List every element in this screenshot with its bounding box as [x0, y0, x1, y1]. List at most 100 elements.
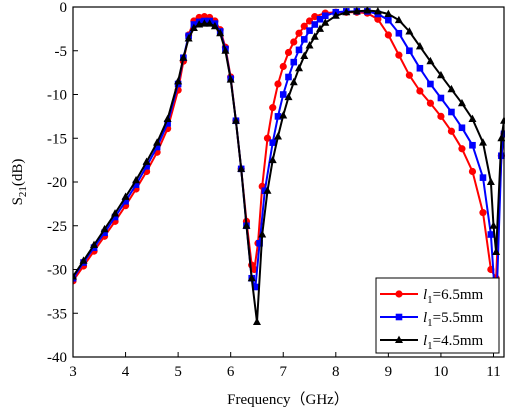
y-tick-label: -5	[55, 44, 68, 60]
data-point-square	[479, 174, 487, 181]
data-point-square	[395, 313, 403, 321]
data-point-circle	[437, 112, 445, 120]
data-point-triangle	[163, 114, 172, 122]
data-point-circle	[426, 99, 435, 107]
x-tick-label: 4	[122, 364, 130, 380]
data-point-triangle	[189, 23, 198, 31]
y-tick-label: -20	[47, 175, 67, 191]
data-point-triangle	[153, 138, 162, 146]
data-point-square	[256, 239, 263, 247]
legend-label-value: =6.5mm	[433, 287, 484, 303]
data-point-triangle	[394, 15, 403, 24]
data-point-triangle	[73, 272, 77, 280]
data-point-square	[132, 181, 140, 188]
data-point-circle	[269, 104, 277, 112]
data-point-triangle	[121, 192, 130, 200]
y-axis-title-unit: (dB)	[10, 159, 26, 187]
data-point-triangle	[268, 155, 277, 164]
data-point-square	[269, 139, 277, 146]
data-point-circle	[468, 167, 477, 176]
legend-label-sub: 1	[427, 340, 433, 352]
legend-item: l1=6.5mm	[380, 287, 484, 306]
data-point-circle	[479, 209, 487, 217]
data-point-square	[406, 47, 413, 55]
data-point-triangle	[373, 7, 382, 15]
series-line	[73, 9, 505, 323]
data-point-square	[316, 15, 324, 23]
x-tick-label: 9	[385, 364, 393, 380]
data-point-square	[122, 197, 129, 205]
data-point-square	[261, 187, 269, 195]
data-point-triangle	[90, 240, 99, 248]
x-tick-label: 10	[433, 364, 448, 380]
data-point-triangle	[331, 11, 340, 19]
data-point-circle	[263, 134, 272, 142]
legend-item: l1=4.5mm	[380, 333, 484, 352]
data-point-triangle	[226, 75, 235, 83]
data-point-circle	[274, 80, 282, 88]
data-point-square	[385, 16, 392, 24]
data-point-triangle	[210, 21, 219, 30]
data-point-square	[469, 141, 476, 149]
data-point-triangle	[284, 92, 293, 101]
data-point-circle	[374, 15, 382, 23]
data-point-square	[285, 73, 292, 81]
data-point-circle	[395, 290, 403, 298]
series-line	[73, 10, 505, 315]
data-point-triangle	[200, 19, 209, 27]
data-point-triangle	[492, 247, 501, 255]
axis-ticks: 3 4 5 6 7 8 9 10 110-5-10-15-20-25-30-35-40	[47, 0, 501, 380]
data-point-square	[458, 124, 466, 132]
data-point-triangle	[310, 32, 319, 40]
data-point-triangle	[352, 7, 361, 15]
data-point-circle	[458, 145, 466, 153]
data-point-square	[295, 46, 303, 54]
data-point-square	[311, 21, 319, 28]
data-point-circle	[405, 71, 413, 79]
data-point-triangle	[321, 18, 330, 26]
data-point-triangle	[273, 132, 282, 140]
data-point-triangle	[489, 221, 498, 229]
legend-label-var: l	[423, 287, 427, 303]
data-point-square	[321, 12, 329, 20]
data-point-triangle	[174, 76, 183, 85]
y-tick-label: -10	[47, 88, 67, 104]
y-axis-title-sub: 21	[17, 186, 29, 197]
data-point-triangle	[426, 56, 435, 65]
data-point-triangle	[258, 230, 267, 238]
curves-layer	[73, 7, 505, 325]
data-point-circle	[416, 87, 424, 95]
data-point-triangle	[184, 34, 193, 42]
data-point-triangle	[142, 157, 151, 165]
series-3	[73, 7, 505, 325]
data-point-triangle	[486, 177, 495, 185]
data-point-square	[437, 94, 445, 102]
data-point-triangle	[111, 209, 120, 217]
legend-label-value: =4.5mm	[433, 333, 484, 349]
data-point-square	[153, 143, 161, 151]
data-point-triangle	[242, 221, 251, 229]
data-point-triangle	[478, 138, 487, 146]
data-point-triangle	[263, 186, 272, 194]
legend-label: l1=4.5mm	[423, 333, 484, 352]
x-tick-label: 11	[486, 364, 500, 380]
series-1	[73, 8, 505, 285]
data-point-square	[143, 162, 150, 170]
data-point-triangle	[205, 19, 214, 27]
series-line	[73, 11, 505, 282]
data-point-circle	[284, 48, 293, 57]
svg-text:S21(dB): S21(dB)	[10, 159, 29, 206]
data-point-triangle	[395, 335, 403, 343]
data-point-square	[274, 113, 282, 120]
data-point-circle	[395, 51, 403, 59]
data-point-square	[111, 213, 119, 221]
data-point-circle	[447, 127, 456, 135]
data-point-triangle	[132, 175, 141, 184]
data-point-square	[300, 36, 308, 43]
x-tick-label: 6	[227, 364, 235, 380]
data-point-triangle	[179, 53, 188, 61]
y-tick-label: -35	[47, 306, 67, 322]
data-point-square	[306, 27, 313, 34]
data-point-triangle	[79, 256, 88, 264]
